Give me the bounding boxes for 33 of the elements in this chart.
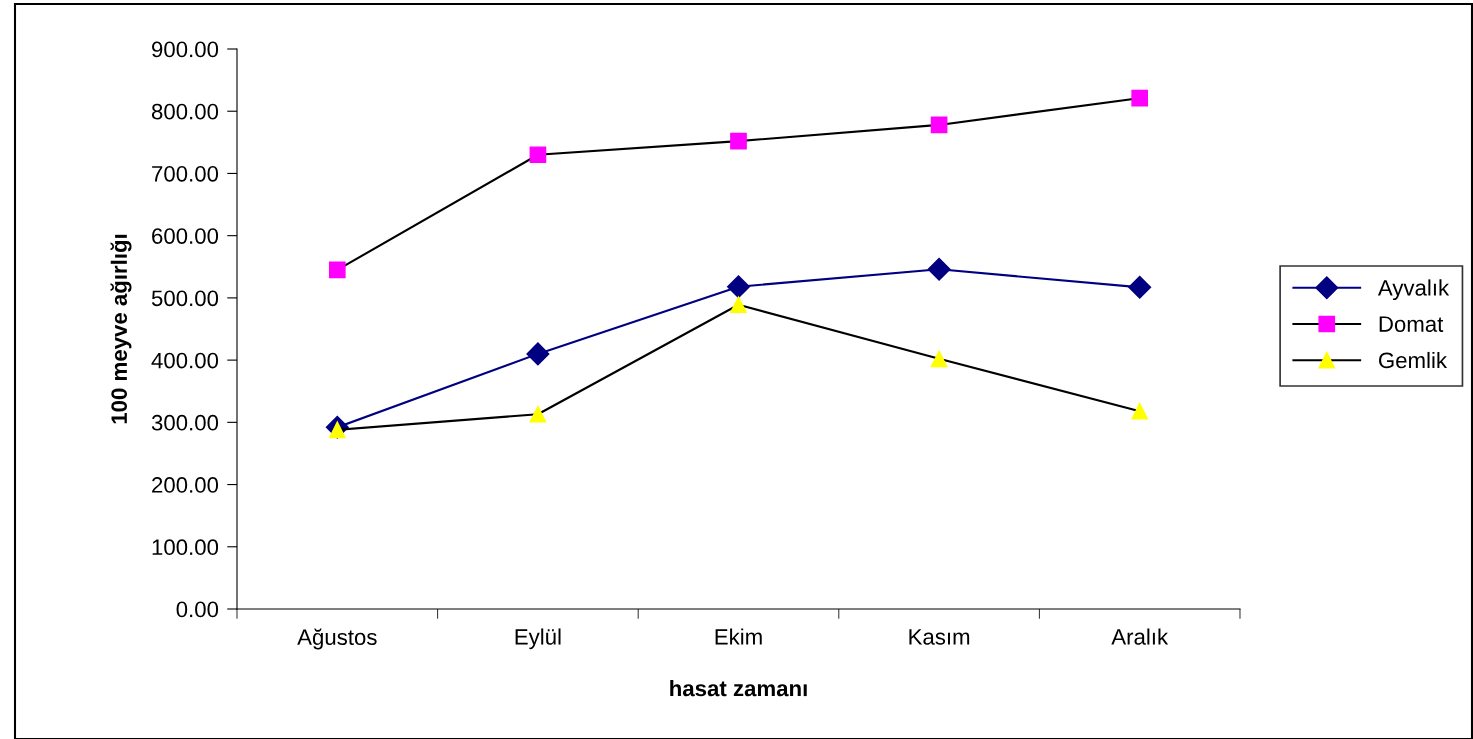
legend-label: Gemlik (1379, 351, 1448, 369)
legend-label: Ayvalık (1377, 279, 1450, 301)
y-tick-label: 0.00 (176, 601, 219, 618)
legend-label: Domat (1379, 316, 1444, 332)
point (529, 146, 547, 164)
point (1131, 89, 1149, 107)
y-tick-label: 400.00 (151, 352, 219, 369)
x-tick-label: Aralık (1111, 628, 1169, 645)
y-tick-label: 100.00 (152, 539, 219, 556)
point (1128, 275, 1152, 299)
point (927, 257, 951, 281)
y-tick-label: 900.00 (152, 41, 219, 58)
point (529, 405, 547, 423)
x-tick-label: Ekim (715, 628, 762, 645)
point (930, 350, 948, 368)
x-tick-label: Kasım (909, 629, 970, 645)
point (930, 116, 948, 134)
y-axis-title: 100 meyve ağırlığı (110, 234, 132, 424)
y-tick-label: 700.00 (152, 165, 219, 182)
y-tick-label: 600.00 (152, 228, 219, 244)
point (1131, 402, 1149, 420)
point (727, 275, 750, 299)
x-tick-label: Ağustos (297, 628, 377, 650)
x-tick-label: Eylül (515, 628, 561, 650)
y-tick-label: 800.00 (151, 103, 219, 120)
point (730, 132, 747, 150)
x-axis-title: hasat zamanı (670, 680, 807, 697)
y-tick-label: 300.00 (151, 414, 219, 431)
y-tick-label: 500.00 (151, 290, 219, 307)
point (730, 296, 747, 314)
point (328, 261, 346, 279)
point (526, 342, 550, 366)
y-tick-label: 200.00 (152, 477, 219, 493)
